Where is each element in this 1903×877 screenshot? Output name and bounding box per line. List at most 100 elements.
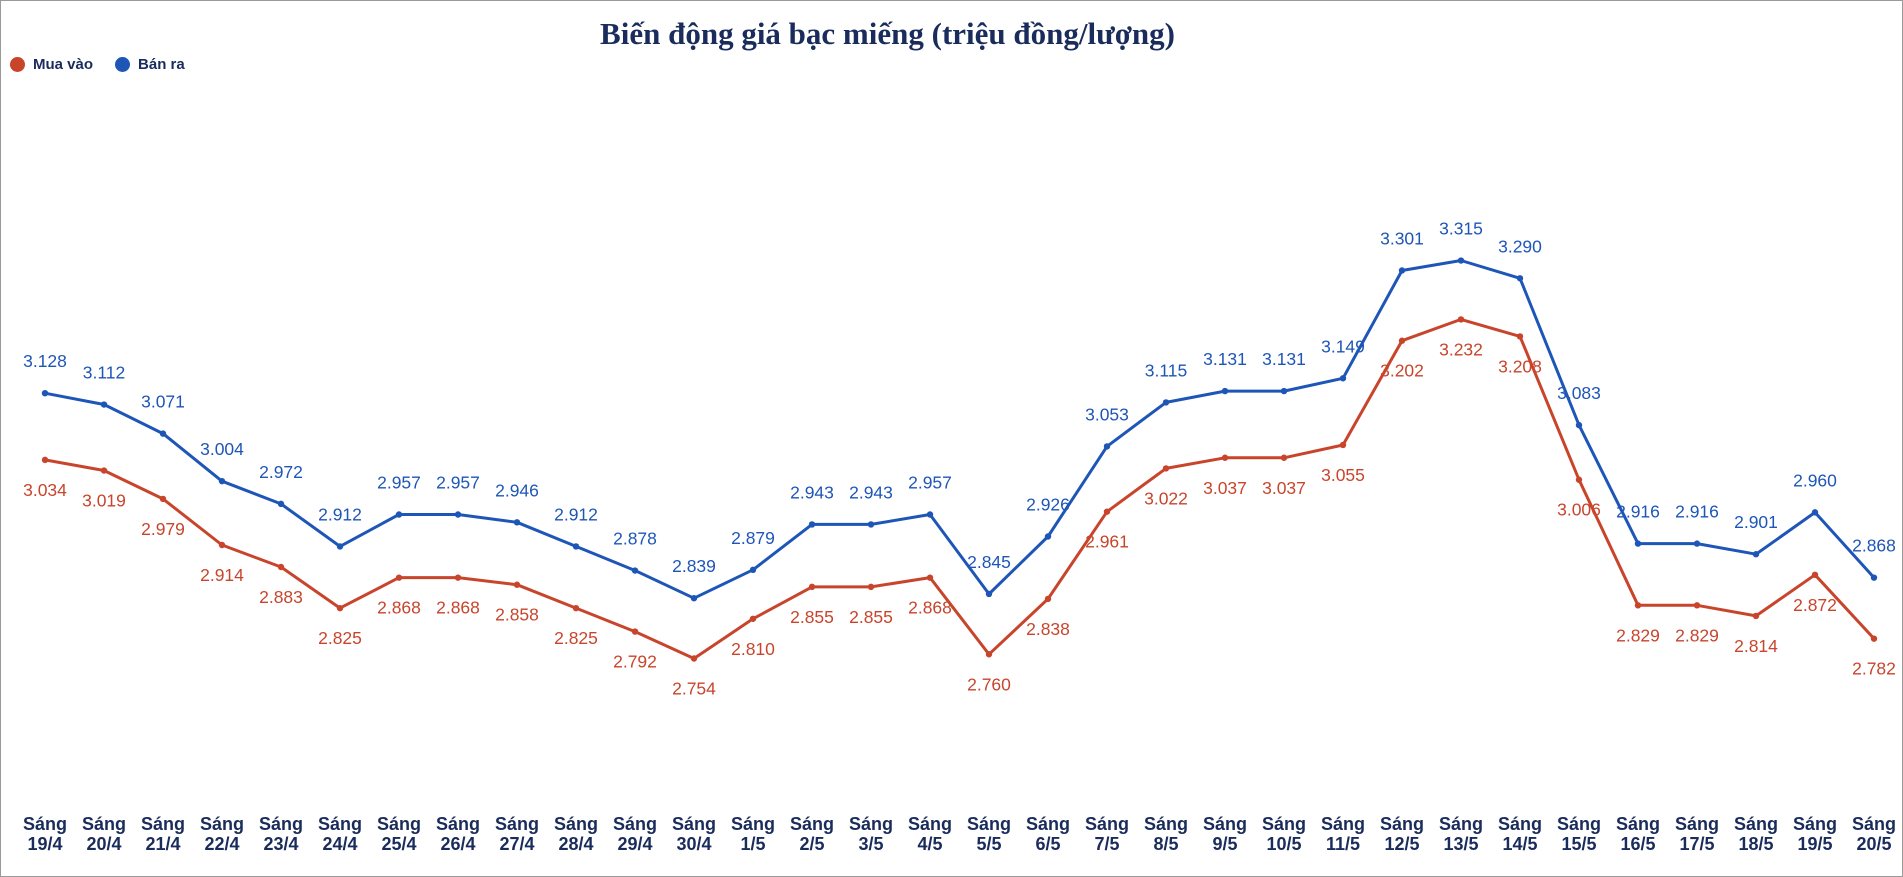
data-point bbox=[218, 541, 226, 549]
data-label: 2.916 bbox=[1675, 502, 1719, 522]
data-label: 3.232 bbox=[1439, 339, 1483, 359]
data-label: 3.128 bbox=[23, 351, 67, 371]
data-point bbox=[985, 590, 993, 598]
data-label: 2.855 bbox=[790, 607, 834, 627]
data-point bbox=[808, 521, 816, 528]
x-tick-label: Sáng 16/5 bbox=[1616, 814, 1660, 854]
data-point bbox=[808, 583, 816, 591]
data-label: 3.115 bbox=[1145, 360, 1188, 380]
data-point bbox=[1280, 454, 1288, 461]
data-point bbox=[926, 574, 934, 581]
x-tick-label: Sáng 24/4 bbox=[318, 814, 362, 854]
x-tick-label: Sáng 12/5 bbox=[1380, 814, 1424, 854]
data-point bbox=[690, 655, 698, 662]
data-point bbox=[749, 566, 757, 574]
data-point bbox=[1575, 476, 1583, 483]
series-line-mua-vao bbox=[44, 317, 1876, 660]
data-label: 2.858 bbox=[495, 605, 539, 625]
data-label: 2.957 bbox=[436, 473, 480, 493]
data-point bbox=[1516, 275, 1524, 282]
data-label: 3.053 bbox=[1085, 404, 1129, 424]
data-label: 2.855 bbox=[849, 607, 893, 627]
data-point bbox=[572, 543, 580, 550]
data-label: 2.960 bbox=[1793, 470, 1837, 490]
x-tick-label: Sáng 19/5 bbox=[1793, 814, 1837, 854]
x-tick-label: Sáng 10/5 bbox=[1262, 814, 1306, 854]
data-label: 3.083 bbox=[1557, 383, 1601, 403]
data-point bbox=[1339, 441, 1347, 449]
data-point bbox=[1811, 509, 1819, 516]
data-point bbox=[749, 615, 757, 622]
data-label: 2.845 bbox=[967, 552, 1011, 572]
data-label: 2.868 bbox=[377, 598, 421, 618]
data-point bbox=[1162, 465, 1170, 472]
data-point bbox=[631, 567, 639, 574]
data-label: 3.131 bbox=[1203, 349, 1247, 369]
data-point bbox=[454, 511, 462, 518]
data-label: 3.208 bbox=[1498, 356, 1542, 376]
data-point bbox=[336, 604, 344, 612]
legend-swatch-mua-vao bbox=[10, 57, 25, 72]
data-label: 3.037 bbox=[1203, 478, 1247, 498]
data-label: 2.814 bbox=[1734, 636, 1778, 656]
data-point bbox=[1221, 454, 1229, 461]
data-point bbox=[1693, 540, 1701, 547]
x-tick-label: Sáng 26/4 bbox=[436, 814, 480, 854]
data-label: 2.879 bbox=[731, 528, 775, 548]
data-point bbox=[513, 581, 521, 588]
legend-label-mua-vao: Mua vào bbox=[33, 56, 94, 73]
data-label: 2.872 bbox=[1793, 595, 1837, 615]
data-label: 2.792 bbox=[613, 652, 657, 672]
x-tick-label: Sáng 20/5 bbox=[1852, 814, 1896, 854]
data-point bbox=[1398, 267, 1406, 274]
data-label: 2.957 bbox=[908, 473, 952, 493]
data-label: 2.760 bbox=[967, 674, 1011, 694]
data-point bbox=[1162, 399, 1170, 406]
data-point bbox=[336, 543, 344, 550]
x-tick-label: Sáng 3/5 bbox=[849, 814, 893, 854]
data-point bbox=[277, 563, 285, 571]
data-label: 3.149 bbox=[1321, 336, 1365, 356]
data-label: 2.810 bbox=[731, 639, 775, 659]
data-label: 2.754 bbox=[672, 679, 716, 699]
data-point bbox=[454, 574, 462, 581]
x-tick-label: Sáng 4/5 bbox=[908, 814, 952, 854]
data-point bbox=[1752, 612, 1760, 620]
data-point bbox=[1103, 443, 1111, 450]
data-point bbox=[1811, 571, 1819, 579]
data-label: 2.829 bbox=[1675, 625, 1719, 645]
data-label: 2.825 bbox=[554, 628, 598, 648]
x-tick-label: Sáng 18/5 bbox=[1734, 814, 1778, 854]
data-label: 2.914 bbox=[200, 565, 244, 585]
x-tick-label: Sáng 22/4 bbox=[200, 814, 244, 854]
data-label: 2.901 bbox=[1734, 512, 1778, 532]
data-point bbox=[690, 595, 698, 602]
data-label: 2.961 bbox=[1085, 532, 1129, 552]
x-tick-label: Sáng 15/5 bbox=[1557, 814, 1601, 854]
series-line-ban-ra bbox=[44, 259, 1876, 600]
data-point bbox=[41, 456, 49, 464]
data-point bbox=[867, 521, 875, 528]
x-tick-label: Sáng 9/5 bbox=[1203, 814, 1247, 854]
data-label: 3.315 bbox=[1439, 219, 1483, 239]
data-point bbox=[395, 574, 403, 581]
data-label: 2.943 bbox=[849, 482, 893, 502]
data-label: 2.912 bbox=[318, 504, 362, 524]
data-label: 3.112 bbox=[83, 363, 126, 383]
x-tick-label: Sáng 21/4 bbox=[141, 814, 185, 854]
data-point bbox=[100, 467, 108, 474]
data-point bbox=[867, 583, 875, 591]
chart-title: Biến động giá bạc miếng (triệu đồng/lượn… bbox=[600, 16, 1175, 51]
x-tick-label: Sáng 1/5 bbox=[731, 814, 775, 854]
data-label: 2.883 bbox=[259, 587, 303, 607]
data-point bbox=[1693, 602, 1701, 609]
x-tick-label: Sáng 2/5 bbox=[790, 814, 834, 854]
data-label: 2.839 bbox=[672, 556, 716, 576]
data-label: 2.979 bbox=[141, 519, 185, 539]
data-label: 2.868 bbox=[908, 598, 952, 618]
data-label: 3.022 bbox=[1144, 488, 1188, 508]
data-point bbox=[41, 389, 49, 397]
data-label: 3.055 bbox=[1321, 465, 1365, 485]
chart-legend: Mua vào Bán ra bbox=[10, 56, 185, 73]
legend-item-ban-ra: Bán ra bbox=[115, 56, 185, 73]
